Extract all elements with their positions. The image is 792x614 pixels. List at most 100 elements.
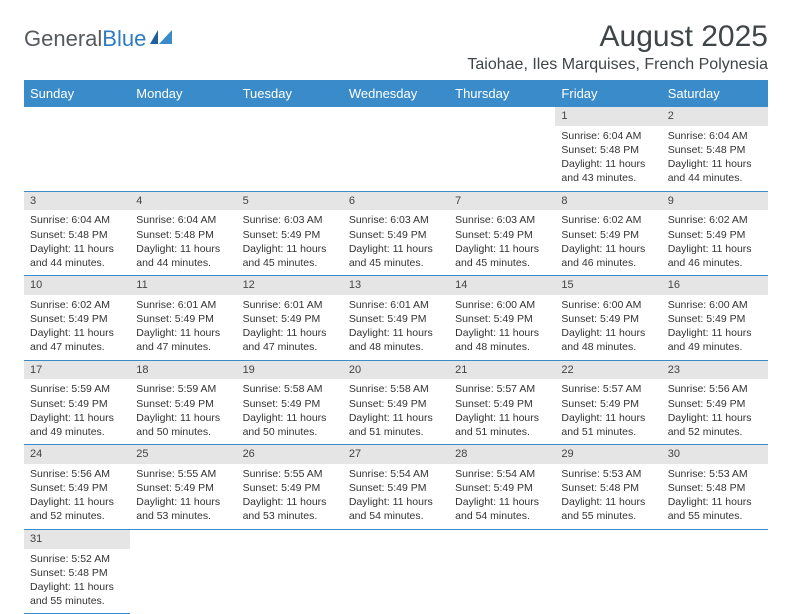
calendar-cell: 13Sunrise: 6:01 AMSunset: 5:49 PMDayligh…	[343, 276, 449, 361]
sunrise-text: Sunrise: 5:55 AM	[136, 467, 230, 481]
day-number: 13	[343, 276, 449, 295]
calendar-cell: 5Sunrise: 6:03 AMSunset: 5:49 PMDaylight…	[237, 192, 343, 277]
sunset-text: Sunset: 5:48 PM	[668, 143, 762, 157]
calendar-cell	[24, 107, 130, 192]
sunrise-text: Sunrise: 6:03 AM	[455, 213, 549, 227]
sunrise-text: Sunrise: 6:00 AM	[455, 298, 549, 312]
sunrise-text: Sunrise: 5:57 AM	[455, 382, 549, 396]
calendar-cell: 18Sunrise: 5:59 AMSunset: 5:49 PMDayligh…	[130, 361, 236, 446]
day-content: Sunrise: 5:58 AMSunset: 5:49 PMDaylight:…	[343, 379, 449, 444]
sunset-text: Sunset: 5:49 PM	[561, 397, 655, 411]
day-content: Sunrise: 6:03 AMSunset: 5:49 PMDaylight:…	[449, 210, 555, 275]
day-number: 11	[130, 276, 236, 295]
day-content: Sunrise: 6:04 AMSunset: 5:48 PMDaylight:…	[662, 126, 768, 191]
day-content: Sunrise: 6:02 AMSunset: 5:49 PMDaylight:…	[24, 295, 130, 360]
daylight-text: Daylight: 11 hours and 50 minutes.	[136, 411, 230, 439]
day-number: 6	[343, 192, 449, 211]
day-number: 21	[449, 361, 555, 380]
day-content: Sunrise: 6:02 AMSunset: 5:49 PMDaylight:…	[555, 210, 661, 275]
day-number: 18	[130, 361, 236, 380]
calendar-cell: 1Sunrise: 6:04 AMSunset: 5:48 PMDaylight…	[555, 107, 661, 192]
daylight-text: Daylight: 11 hours and 55 minutes.	[30, 580, 124, 608]
day-content: Sunrise: 6:01 AMSunset: 5:49 PMDaylight:…	[343, 295, 449, 360]
day-content: Sunrise: 5:59 AMSunset: 5:49 PMDaylight:…	[24, 379, 130, 444]
day-content: Sunrise: 5:54 AMSunset: 5:49 PMDaylight:…	[343, 464, 449, 529]
sunrise-text: Sunrise: 5:59 AM	[136, 382, 230, 396]
sunrise-text: Sunrise: 5:58 AM	[243, 382, 337, 396]
daylight-text: Daylight: 11 hours and 51 minutes.	[349, 411, 443, 439]
calendar-cell: 2Sunrise: 6:04 AMSunset: 5:48 PMDaylight…	[662, 107, 768, 192]
day-number: 28	[449, 445, 555, 464]
sunrise-text: Sunrise: 6:01 AM	[349, 298, 443, 312]
day-content: Sunrise: 5:57 AMSunset: 5:49 PMDaylight:…	[555, 379, 661, 444]
daylight-text: Daylight: 11 hours and 45 minutes.	[455, 242, 549, 270]
day-number: 12	[237, 276, 343, 295]
sunrise-text: Sunrise: 5:58 AM	[349, 382, 443, 396]
calendar-cell: 15Sunrise: 6:00 AMSunset: 5:49 PMDayligh…	[555, 276, 661, 361]
daylight-text: Daylight: 11 hours and 48 minutes.	[561, 326, 655, 354]
calendar-cell: 20Sunrise: 5:58 AMSunset: 5:49 PMDayligh…	[343, 361, 449, 446]
sunset-text: Sunset: 5:48 PM	[30, 566, 124, 580]
calendar-cell: 12Sunrise: 6:01 AMSunset: 5:49 PMDayligh…	[237, 276, 343, 361]
sunset-text: Sunset: 5:48 PM	[561, 143, 655, 157]
day-content: Sunrise: 5:57 AMSunset: 5:49 PMDaylight:…	[449, 379, 555, 444]
calendar-cell: 9Sunrise: 6:02 AMSunset: 5:49 PMDaylight…	[662, 192, 768, 277]
day-content: Sunrise: 5:56 AMSunset: 5:49 PMDaylight:…	[24, 464, 130, 529]
daylight-text: Daylight: 11 hours and 45 minutes.	[349, 242, 443, 270]
sunrise-text: Sunrise: 5:54 AM	[349, 467, 443, 481]
sunset-text: Sunset: 5:49 PM	[349, 312, 443, 326]
sunrise-text: Sunrise: 6:04 AM	[136, 213, 230, 227]
daylight-text: Daylight: 11 hours and 54 minutes.	[455, 495, 549, 523]
calendar-cell: 25Sunrise: 5:55 AMSunset: 5:49 PMDayligh…	[130, 445, 236, 530]
day-content: Sunrise: 6:02 AMSunset: 5:49 PMDaylight:…	[662, 210, 768, 275]
sunrise-text: Sunrise: 6:01 AM	[243, 298, 337, 312]
day-number: 23	[662, 361, 768, 380]
day-content: Sunrise: 5:55 AMSunset: 5:49 PMDaylight:…	[237, 464, 343, 529]
sunset-text: Sunset: 5:48 PM	[668, 481, 762, 495]
day-number: 8	[555, 192, 661, 211]
calendar-cell: 26Sunrise: 5:55 AMSunset: 5:49 PMDayligh…	[237, 445, 343, 530]
calendar-cell	[449, 107, 555, 192]
day-number: 10	[24, 276, 130, 295]
calendar-cell	[343, 107, 449, 192]
daylight-text: Daylight: 11 hours and 43 minutes.	[561, 157, 655, 185]
day-number: 19	[237, 361, 343, 380]
day-number: 2	[662, 107, 768, 126]
day-number: 31	[24, 530, 130, 549]
day-number: 27	[343, 445, 449, 464]
sunset-text: Sunset: 5:49 PM	[243, 397, 337, 411]
sunrise-text: Sunrise: 5:56 AM	[668, 382, 762, 396]
day-content: Sunrise: 5:55 AMSunset: 5:49 PMDaylight:…	[130, 464, 236, 529]
calendar-cell: 24Sunrise: 5:56 AMSunset: 5:49 PMDayligh…	[24, 445, 130, 530]
weekday-header: Tuesday	[237, 80, 343, 107]
sunrise-text: Sunrise: 6:02 AM	[30, 298, 124, 312]
sunrise-text: Sunrise: 5:56 AM	[30, 467, 124, 481]
sunrise-text: Sunrise: 6:02 AM	[561, 213, 655, 227]
calendar-cell: 7Sunrise: 6:03 AMSunset: 5:49 PMDaylight…	[449, 192, 555, 277]
sunset-text: Sunset: 5:49 PM	[136, 312, 230, 326]
sunset-text: Sunset: 5:49 PM	[668, 228, 762, 242]
day-number: 3	[24, 192, 130, 211]
sunrise-text: Sunrise: 6:01 AM	[136, 298, 230, 312]
daylight-text: Daylight: 11 hours and 55 minutes.	[561, 495, 655, 523]
sunrise-text: Sunrise: 6:00 AM	[668, 298, 762, 312]
calendar-cell: 14Sunrise: 6:00 AMSunset: 5:49 PMDayligh…	[449, 276, 555, 361]
logo: GeneralBlue	[24, 26, 176, 52]
day-number: 29	[555, 445, 661, 464]
weekday-header: Friday	[555, 80, 661, 107]
sunrise-text: Sunrise: 6:04 AM	[668, 129, 762, 143]
daylight-text: Daylight: 11 hours and 44 minutes.	[30, 242, 124, 270]
day-content: Sunrise: 6:04 AMSunset: 5:48 PMDaylight:…	[130, 210, 236, 275]
sunrise-text: Sunrise: 5:53 AM	[668, 467, 762, 481]
logo-text-general: General	[24, 26, 102, 52]
sunset-text: Sunset: 5:49 PM	[349, 397, 443, 411]
sunrise-text: Sunrise: 6:00 AM	[561, 298, 655, 312]
sunset-text: Sunset: 5:49 PM	[455, 481, 549, 495]
daylight-text: Daylight: 11 hours and 47 minutes.	[136, 326, 230, 354]
calendar: Sunday Monday Tuesday Wednesday Thursday…	[24, 80, 768, 614]
daylight-text: Daylight: 11 hours and 49 minutes.	[30, 411, 124, 439]
daylight-text: Daylight: 11 hours and 53 minutes.	[136, 495, 230, 523]
sunrise-text: Sunrise: 5:57 AM	[561, 382, 655, 396]
sunrise-text: Sunrise: 5:54 AM	[455, 467, 549, 481]
daylight-text: Daylight: 11 hours and 53 minutes.	[243, 495, 337, 523]
